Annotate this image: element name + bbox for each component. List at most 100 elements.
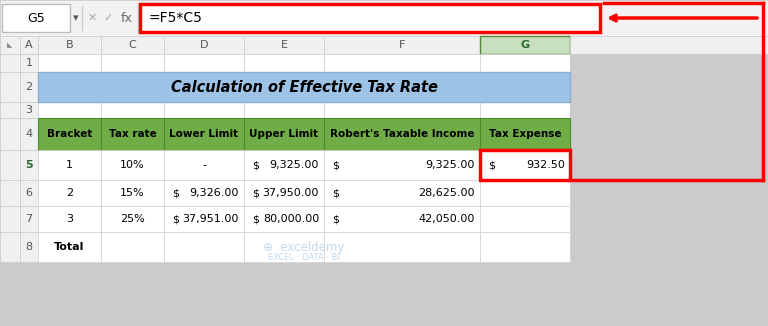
Bar bbox=[0, 72, 20, 102]
Text: $: $ bbox=[488, 160, 495, 170]
Bar bbox=[0, 118, 20, 150]
Text: A: A bbox=[25, 40, 33, 50]
Bar bbox=[101, 118, 164, 150]
Text: $: $ bbox=[172, 188, 179, 198]
Bar bbox=[20, 180, 38, 206]
Bar bbox=[164, 118, 244, 150]
Bar bbox=[570, 72, 768, 102]
Bar bbox=[0, 36, 20, 54]
Text: $: $ bbox=[252, 188, 259, 198]
Bar bbox=[244, 206, 324, 232]
Text: Lower Limit: Lower Limit bbox=[170, 129, 239, 139]
Bar bbox=[324, 118, 480, 150]
Bar bbox=[0, 54, 20, 72]
Bar bbox=[480, 118, 570, 150]
Text: $: $ bbox=[332, 160, 339, 170]
Text: 7: 7 bbox=[25, 214, 32, 224]
Bar bbox=[570, 150, 768, 180]
Bar bbox=[0, 180, 20, 206]
Bar bbox=[0, 150, 20, 180]
Text: G: G bbox=[521, 40, 530, 50]
Text: 10%: 10% bbox=[120, 160, 145, 170]
Bar bbox=[164, 102, 244, 118]
Bar bbox=[324, 102, 480, 118]
Bar bbox=[480, 54, 570, 72]
Bar bbox=[38, 36, 101, 54]
Text: B: B bbox=[66, 40, 73, 50]
Bar bbox=[20, 36, 38, 54]
Text: F: F bbox=[399, 40, 406, 50]
Bar bbox=[164, 36, 244, 54]
Text: EXCEL · DATA · BI: EXCEL · DATA · BI bbox=[268, 253, 340, 261]
Bar bbox=[324, 232, 480, 262]
Text: 9,325.00: 9,325.00 bbox=[270, 160, 319, 170]
Bar bbox=[20, 206, 38, 232]
Bar bbox=[164, 206, 244, 232]
Bar bbox=[20, 118, 38, 150]
Bar bbox=[2, 4, 70, 32]
Bar bbox=[38, 72, 101, 102]
Bar bbox=[101, 72, 164, 102]
Bar bbox=[324, 36, 480, 54]
Bar bbox=[0, 232, 20, 262]
Bar bbox=[164, 118, 244, 150]
Bar bbox=[38, 118, 101, 150]
Bar bbox=[38, 72, 570, 102]
Bar bbox=[101, 232, 164, 262]
Bar bbox=[480, 150, 570, 180]
Text: ◣: ◣ bbox=[8, 42, 13, 48]
Text: 42,050.00: 42,050.00 bbox=[419, 214, 475, 224]
Bar bbox=[324, 232, 480, 262]
Bar bbox=[38, 54, 101, 72]
Bar bbox=[244, 118, 324, 150]
Text: $: $ bbox=[488, 160, 495, 170]
Bar bbox=[324, 118, 480, 150]
Text: $: $ bbox=[252, 214, 259, 224]
Bar bbox=[244, 36, 324, 54]
Bar bbox=[324, 150, 480, 180]
Bar bbox=[570, 232, 768, 262]
Bar bbox=[244, 54, 324, 72]
Bar bbox=[101, 206, 164, 232]
Bar bbox=[324, 72, 480, 102]
Text: Tax rate: Tax rate bbox=[108, 129, 157, 139]
Bar bbox=[324, 180, 480, 206]
Bar bbox=[101, 180, 164, 206]
Bar bbox=[0, 0, 768, 36]
Bar bbox=[101, 150, 164, 180]
Text: 80,000.00: 80,000.00 bbox=[263, 214, 319, 224]
Bar bbox=[0, 206, 20, 232]
Text: 4: 4 bbox=[25, 129, 32, 139]
Bar bbox=[244, 150, 324, 180]
Bar bbox=[101, 206, 164, 232]
Text: $: $ bbox=[332, 188, 339, 198]
Bar bbox=[244, 72, 324, 102]
Bar bbox=[324, 54, 480, 72]
Bar bbox=[101, 232, 164, 262]
Bar bbox=[164, 72, 244, 102]
Bar bbox=[324, 150, 480, 180]
Bar bbox=[101, 54, 164, 72]
Bar bbox=[20, 232, 38, 262]
Bar bbox=[324, 206, 480, 232]
Text: 5: 5 bbox=[25, 160, 33, 170]
Bar bbox=[164, 180, 244, 206]
Text: ✓: ✓ bbox=[104, 13, 113, 23]
Text: 8: 8 bbox=[25, 242, 32, 252]
Bar bbox=[38, 118, 101, 150]
Bar bbox=[20, 150, 38, 180]
Bar bbox=[244, 232, 324, 262]
Bar bbox=[38, 180, 101, 206]
Text: 932.50: 932.50 bbox=[526, 160, 565, 170]
Bar bbox=[164, 54, 244, 72]
Bar bbox=[570, 206, 768, 232]
Bar bbox=[38, 206, 101, 232]
Bar bbox=[480, 150, 570, 180]
Bar bbox=[480, 72, 570, 102]
Bar bbox=[38, 102, 101, 118]
Text: ⊕  exceldemy: ⊕ exceldemy bbox=[263, 241, 345, 254]
Bar bbox=[570, 54, 768, 72]
Bar bbox=[570, 118, 768, 150]
Bar bbox=[480, 232, 570, 262]
Text: 25%: 25% bbox=[120, 214, 145, 224]
